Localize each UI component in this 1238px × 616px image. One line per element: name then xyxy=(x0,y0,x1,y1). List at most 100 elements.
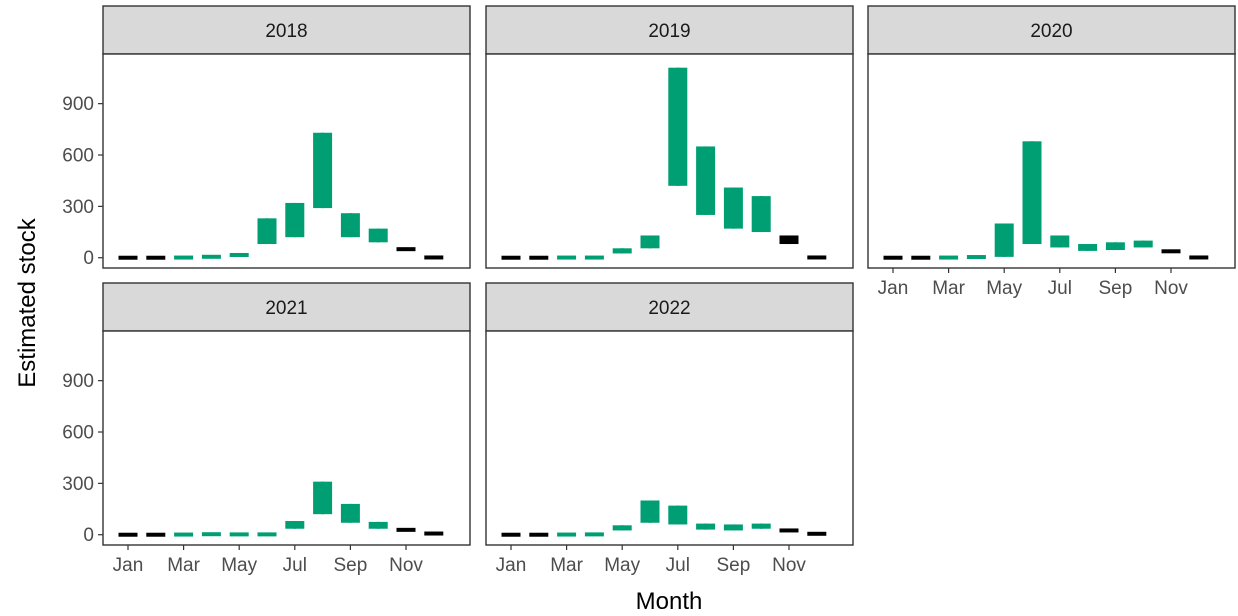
interval-2018-Jul xyxy=(285,202,305,238)
interval-2018-Apr xyxy=(201,254,221,259)
interval-whisker xyxy=(759,523,763,529)
x-tick-label: Nov xyxy=(1154,278,1188,299)
interval-2022-Aug xyxy=(696,523,716,530)
interval-2022-Apr xyxy=(584,532,604,537)
interval-whisker xyxy=(348,213,352,238)
interval-2020-May xyxy=(994,223,1014,257)
facet-strip-label: 2018 xyxy=(265,21,307,42)
interval-2022-Feb xyxy=(529,532,549,537)
interval-2020-Feb xyxy=(911,255,931,260)
y-axis-title: Estimated stock xyxy=(14,217,41,387)
interval-2021-Mar xyxy=(174,532,194,537)
x-tick-label: Sep xyxy=(333,555,367,576)
facet-strip-label: 2021 xyxy=(265,298,307,319)
facet-2020: 2020 Jan Mar May Jul Sep Nov xyxy=(867,5,1236,299)
x-tick-label: Nov xyxy=(772,555,806,576)
interval-whisker xyxy=(787,235,791,245)
x-axis-title: Month xyxy=(636,588,703,615)
interval-2021-Dec xyxy=(424,531,444,536)
interval-whisker xyxy=(592,533,596,536)
interval-whisker xyxy=(348,503,352,523)
facet-strip xyxy=(867,5,1236,55)
interval-2022-Jul xyxy=(668,505,688,525)
interval-2019-Aug xyxy=(696,146,716,215)
interval-2020-Apr xyxy=(966,255,986,260)
facet-2021: 2021 0 300 600 900 Jan Mar May Jul Sep Nov xyxy=(62,282,471,576)
interval-2021-May xyxy=(229,532,249,537)
x-tick-label: Sep xyxy=(716,555,750,576)
y-tick-label: 600 xyxy=(62,146,94,167)
interval-2018-Dec xyxy=(424,255,444,260)
interval-whisker xyxy=(432,532,436,535)
interval-whisker xyxy=(620,525,624,531)
facet-panel xyxy=(867,53,1236,269)
interval-whisker xyxy=(891,257,895,260)
interval-2020-Dec xyxy=(1189,255,1209,260)
interval-2021-Apr xyxy=(201,532,221,537)
facet-2018: 2018 0 300 600 900 xyxy=(62,5,471,269)
interval-2019-Jul xyxy=(668,67,688,186)
interval-2022-Sep xyxy=(723,524,743,531)
facet-2019: 2019 xyxy=(485,5,854,269)
facet-strip xyxy=(102,282,471,332)
interval-2021-Jul xyxy=(285,521,305,529)
interval-2022-Dec xyxy=(807,531,827,536)
interval-2022-Oct xyxy=(751,523,771,529)
y-tick-label: 900 xyxy=(62,94,94,115)
interval-whisker xyxy=(265,533,269,536)
y-tick-label: 0 xyxy=(83,248,94,269)
x-tick-label: Sep xyxy=(1098,278,1132,299)
interval-2019-May xyxy=(612,248,632,254)
interval-whisker xyxy=(126,257,130,260)
facet-strip-label: 2020 xyxy=(1030,21,1072,42)
interval-whisker xyxy=(1113,242,1117,251)
x-tick-label: May xyxy=(986,278,1022,299)
interval-2018-Jan xyxy=(118,255,138,260)
y-tick-label: 300 xyxy=(62,197,94,218)
interval-whisker xyxy=(293,202,297,238)
interval-whisker xyxy=(209,533,213,536)
interval-whisker xyxy=(182,534,186,537)
interval-whisker xyxy=(704,146,708,215)
facet-panel xyxy=(102,330,471,546)
interval-2019-Mar xyxy=(557,255,577,260)
interval-2020-Jan xyxy=(883,255,903,260)
interval-2018-Feb xyxy=(146,255,166,260)
interval-2020-Sep xyxy=(1105,242,1125,251)
interval-2020-Jul xyxy=(1050,235,1070,248)
y-tick-label: 0 xyxy=(83,525,94,546)
interval-2020-Nov xyxy=(1161,249,1181,254)
interval-whisker xyxy=(648,500,652,523)
interval-whisker xyxy=(919,257,923,260)
interval-2021-Jun xyxy=(257,532,277,537)
interval-whisker xyxy=(704,523,708,530)
interval-whisker xyxy=(1197,256,1201,259)
interval-whisker xyxy=(432,256,436,259)
interval-whisker xyxy=(1086,244,1090,251)
interval-2022-Jan xyxy=(501,532,521,537)
interval-whisker xyxy=(509,534,513,537)
facet-strip xyxy=(485,282,854,332)
interval-2020-Oct xyxy=(1133,240,1153,248)
interval-2019-Oct xyxy=(751,196,771,233)
interval-2019-Dec xyxy=(807,255,827,260)
interval-whisker xyxy=(404,528,408,531)
x-tick-label: Jul xyxy=(666,555,690,576)
x-tick-label: Mar xyxy=(167,555,200,576)
interval-2018-Jun xyxy=(257,218,277,245)
interval-whisker xyxy=(648,235,652,249)
interval-whisker xyxy=(565,257,569,260)
interval-2021-Sep xyxy=(340,503,360,523)
interval-2018-Aug xyxy=(313,132,333,209)
facet-strip xyxy=(102,5,471,55)
interval-whisker xyxy=(376,228,380,243)
interval-2018-Mar xyxy=(174,255,194,260)
interval-whisker xyxy=(676,505,680,525)
interval-2021-Nov xyxy=(396,527,416,532)
facet-strip-label: 2019 xyxy=(648,21,690,42)
interval-whisker xyxy=(676,67,680,186)
interval-whisker xyxy=(376,521,380,529)
interval-2021-Feb xyxy=(146,532,166,537)
interval-whisker xyxy=(154,534,158,537)
facets-layer: 2018 0 300 600 900 2019 2020 Jan Mar May Jul Sep Nov… xyxy=(62,5,1236,576)
